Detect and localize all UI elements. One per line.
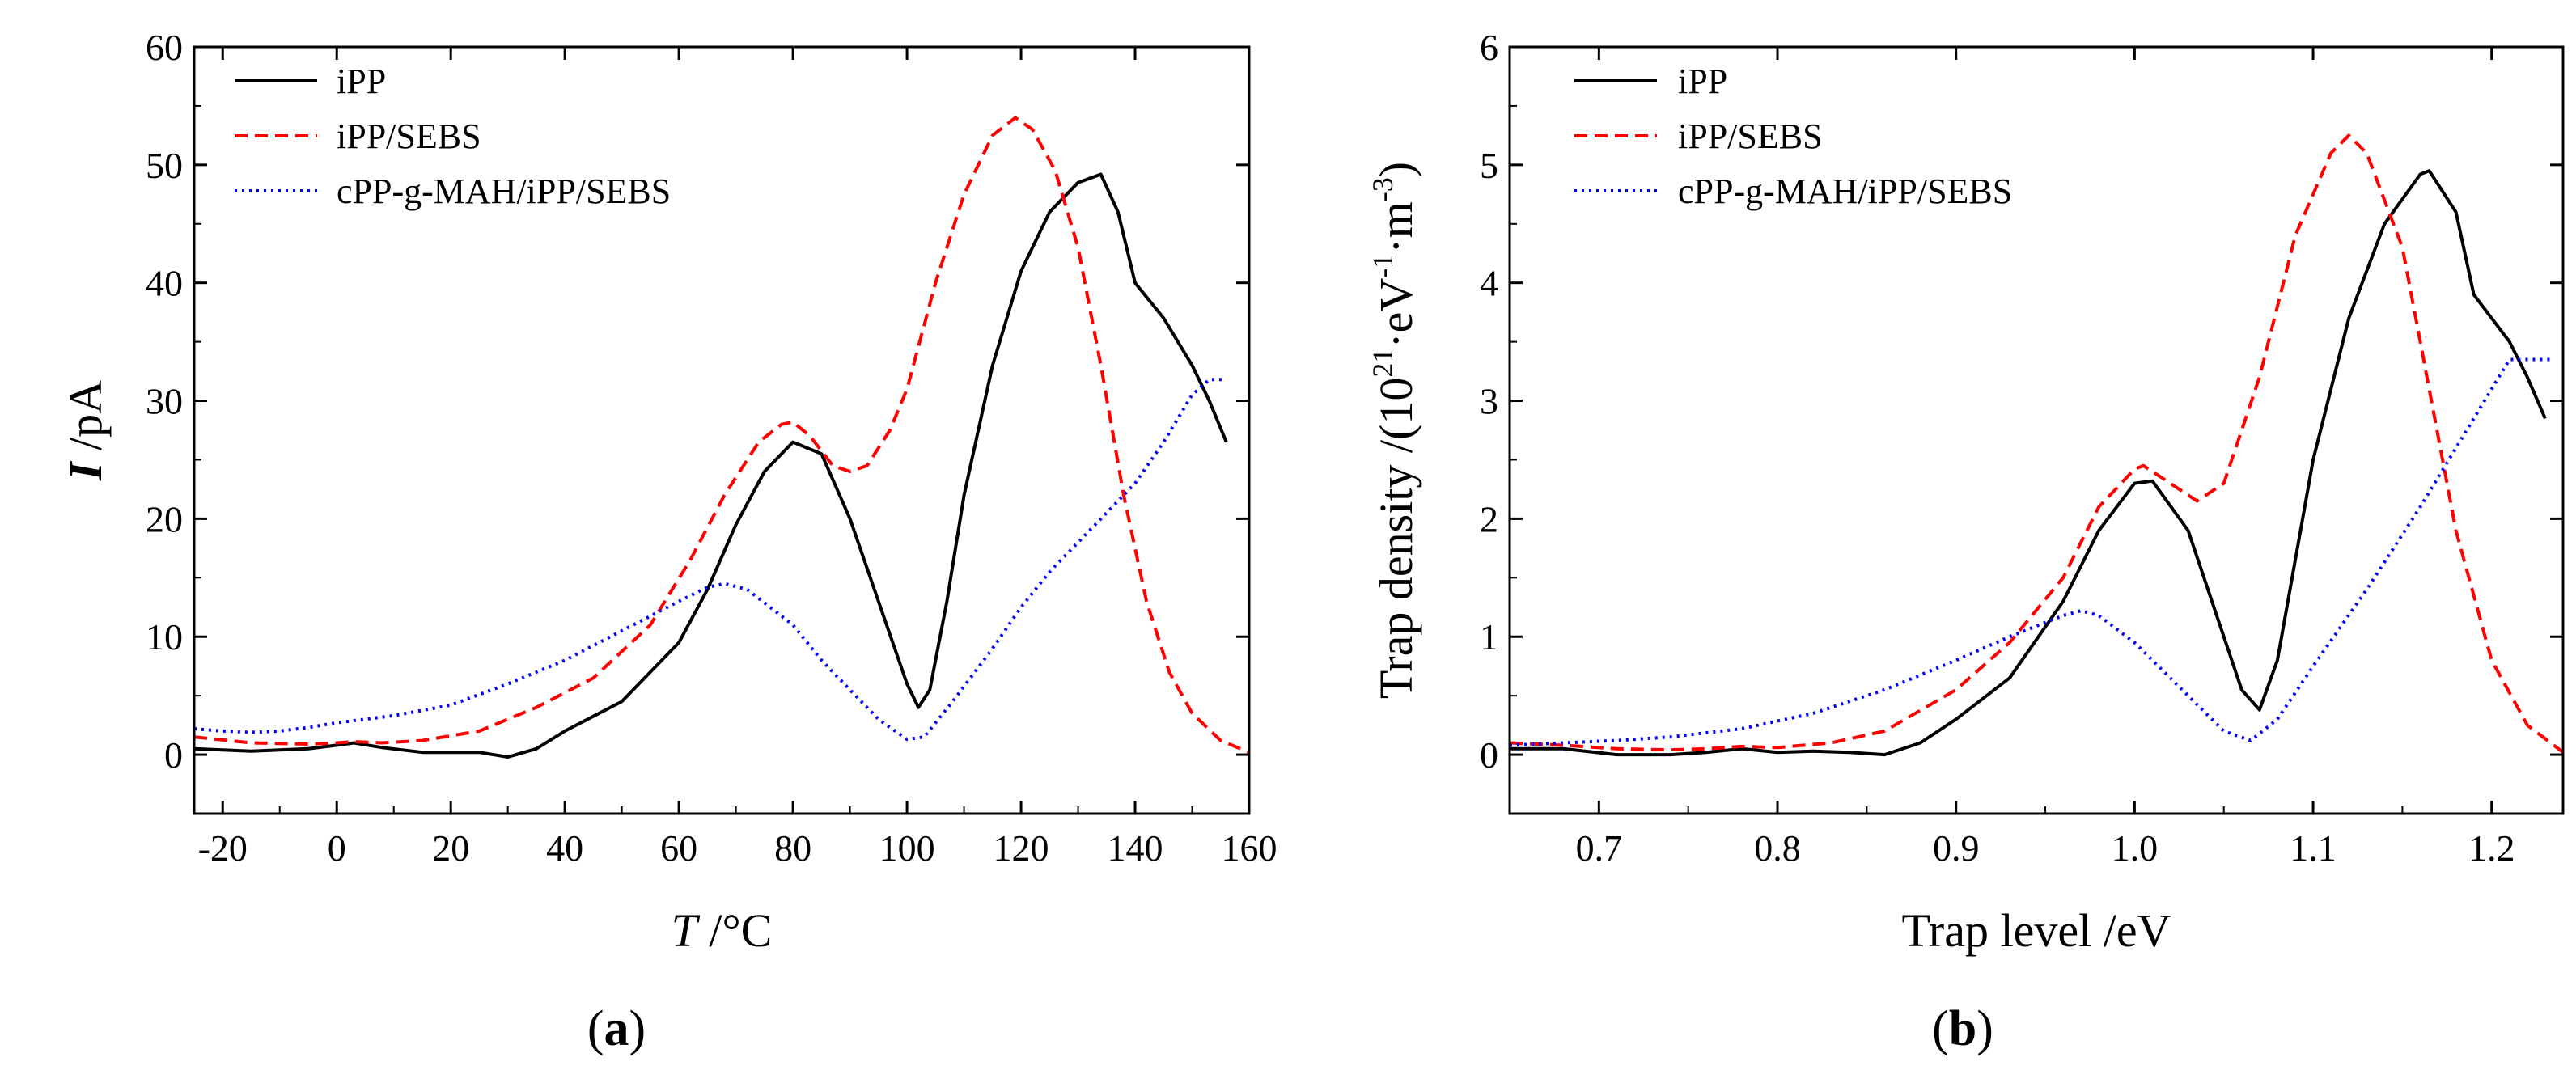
chart-a-series-ipp-sebs: [194, 116, 1249, 755]
chart-a-x-axis-label: T /°C: [672, 904, 773, 957]
chart-b-y-tick-label: 0: [1480, 734, 1498, 776]
chart-b: 0.7 0.8 0.9 1.0 1.1 1.2 0 1 2 3 4 5 6 Trap density /…: [1366, 27, 2565, 1056]
chart-a-tick-labels: -20 0 20 40 60 80 100 120 140 160 0 10 20 30 40 50 60: [146, 27, 1277, 869]
chart-a-x-tick-label: 100: [879, 827, 935, 869]
chart-a-x-tick-label: 140: [1108, 827, 1163, 869]
chart-a-y-tick-label: 20: [146, 498, 183, 539]
chart-a-y-tick-label: 50: [146, 145, 183, 186]
chart-b-y-tick-label: 2: [1480, 498, 1498, 539]
chart-a-y-tick-label: 10: [146, 616, 183, 658]
chart-a-series-ipp: [194, 172, 1228, 759]
chart-b-y-tick-label: 6: [1480, 27, 1498, 68]
chart-b-y-axis-label: Trap density /(1021·eV-1·m-3): [1366, 162, 1422, 699]
chart-a-gridlines: [194, 45, 1251, 814]
chart-b-gridlines: [1510, 45, 2563, 814]
panel-b-label: (b): [1932, 1001, 1993, 1056]
chart-b-legend-label-ipp: iPP: [1678, 61, 1727, 101]
chart-b-x-tick-label: 0.7: [1576, 827, 1623, 869]
chart-a-x-tick-label: 20: [432, 827, 469, 869]
chart-a-series-cpp-g-mah-ipp-sebs: [194, 378, 1227, 742]
chart-b-y-tick-label: 3: [1480, 381, 1498, 422]
chart-b-series-ipp: [1510, 169, 2547, 757]
chart-b-y-tick-label: 1: [1480, 616, 1498, 658]
chart-a-plot-frame: [193, 45, 1251, 815]
chart-b-legend-label-cpp: cPP-g-MAH/iPP/SEBS: [1678, 171, 2012, 211]
chart-b-tick-labels: 0.7 0.8 0.9 1.0 1.1 1.2 0 1 2 3 4 5 6: [1480, 27, 2515, 869]
chart-a-y-tick-label: 0: [164, 734, 183, 776]
chart-a-series-group: [194, 116, 1249, 759]
chart-a-x-tick-label: 160: [1222, 827, 1277, 869]
chart-a-y-tick-label: 40: [146, 263, 183, 304]
chart-b-plot-frame: [1508, 45, 2565, 815]
panel-a-label: (a): [587, 1001, 646, 1056]
chart-a-legend: iPP iPP/SEBS cPP-g-MAH/iPP/SEBS: [235, 61, 671, 211]
chart-a-x-tick-label: 60: [660, 827, 697, 869]
chart-a-x-tick-label: 40: [546, 827, 583, 869]
chart-a-legend-label-ipp-sebs: iPP/SEBS: [337, 116, 481, 156]
chart-a-y-axis-label: I /pA: [59, 380, 112, 481]
chart-a-legend-label-cpp: cPP-g-MAH/iPP/SEBS: [337, 171, 671, 211]
chart-b-legend: iPP iPP/SEBS cPP-g-MAH/iPP/SEBS: [1574, 61, 2012, 211]
chart-b-series-group: [1510, 133, 2563, 757]
chart-b-legend-label-ipp-sebs: iPP/SEBS: [1678, 116, 1823, 156]
chart-a-x-tick-label: -20: [198, 827, 248, 869]
chart-a-y-tick-label: 30: [146, 381, 183, 422]
chart-a-x-tick-label: 0: [328, 827, 346, 869]
chart-b-series-ipp-sebs: [1510, 133, 2563, 754]
chart-b-x-tick-label: 0.9: [1933, 827, 1980, 869]
chart-b-series-cpp-g-mah-ipp-sebs: [1510, 357, 2554, 747]
chart-b-x-tick-label: 1.1: [2290, 827, 2337, 869]
chart-b-x-tick-label: 1.0: [2112, 827, 2159, 869]
chart-a: -20 0 20 40 60 80 100 120 140 160 0 10 20 30 40 50 60 I …: [59, 27, 1277, 1056]
chart-a-y-tick-label: 60: [146, 27, 183, 68]
chart-b-y-tick-label: 5: [1480, 145, 1498, 186]
chart-a-x-tick-label: 80: [774, 827, 811, 869]
chart-b-x-tick-label: 1.2: [2468, 827, 2515, 869]
chart-b-x-axis-label: Trap level /eV: [1902, 904, 2171, 957]
chart-b-x-tick-label: 0.8: [1754, 827, 1801, 869]
chart-a-x-tick-label: 120: [994, 827, 1049, 869]
chart-a-legend-label-ipp: iPP: [337, 61, 386, 101]
chart-b-y-tick-label: 4: [1480, 263, 1498, 304]
